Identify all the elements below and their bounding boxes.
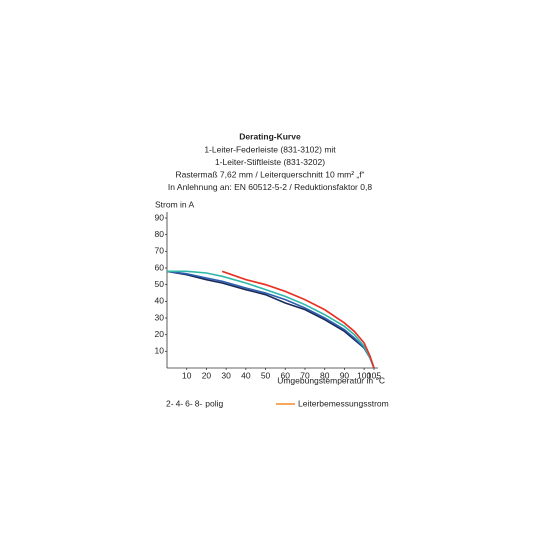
x-tick-label: 40: [241, 370, 251, 380]
series-line: [221, 270, 375, 369]
x-tick-label: 60: [281, 370, 291, 380]
legend-label: 6-: [185, 398, 193, 408]
legend-label: Leiterbemessungsstrom: [298, 398, 389, 408]
x-tick-label: 70: [300, 370, 310, 380]
chart-title: Derating-Kurve: [239, 131, 301, 141]
y-tick-label: 70: [155, 246, 165, 256]
x-tick-label: 90: [340, 370, 350, 380]
x-tick-label: 20: [202, 370, 212, 380]
x-tick-label: 80: [320, 370, 330, 380]
legend-label: 8-: [195, 398, 203, 408]
x-tick-label: 105: [367, 370, 381, 380]
y-tick-label: 40: [155, 296, 165, 306]
y-tick-label: 30: [155, 312, 165, 322]
legend-label: 2-: [166, 398, 174, 408]
subtitle: Rastermaß 7,62 mm / Leiterquerschnitt 10…: [176, 169, 365, 179]
y-tick-label: 90: [155, 212, 165, 222]
y-tick-label: 10: [155, 346, 165, 356]
x-axis-label: Umgebungstemperatur in °C: [277, 375, 385, 385]
x-tick-label: 50: [261, 370, 271, 380]
series-line: [166, 270, 375, 369]
y-tick-label: 50: [155, 279, 165, 289]
subtitle: 1-Leiter-Federleiste (831-3102) mit: [204, 144, 336, 154]
y-tick-label: 60: [155, 262, 165, 272]
series-line: [221, 270, 375, 369]
subtitle: 1-Leiter-Stiftleiste (831-3202): [215, 157, 325, 167]
legend-label: polig: [205, 398, 223, 408]
x-tick-label: 10: [182, 370, 192, 380]
x-tick-label: 100: [357, 370, 371, 380]
y-tick-label: 80: [155, 229, 165, 239]
series-line: [167, 270, 375, 369]
y-tick-label: 20: [155, 329, 165, 339]
x-tick-label: 30: [221, 370, 231, 380]
subtitle: In Anlehnung an: EN 60512-5-2 / Reduktio…: [168, 182, 372, 192]
legend-label: 4-: [176, 398, 184, 408]
y-axis-label: Strom in A: [155, 199, 195, 209]
